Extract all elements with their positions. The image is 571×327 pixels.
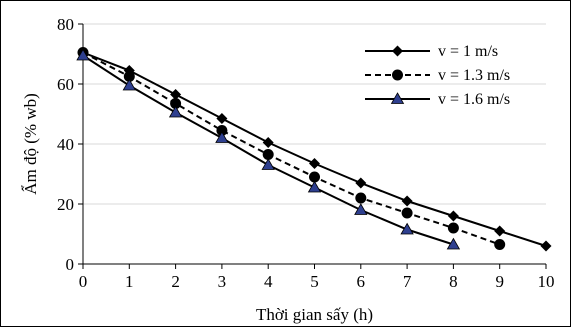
x-tick-label: 10 (538, 272, 555, 291)
legend-label: v = 1.3 m/s (438, 67, 510, 84)
data-point (494, 225, 506, 237)
legend-item-1: v = 1 m/s (365, 43, 498, 60)
legend-item-2: v = 1.3 m/s (365, 67, 510, 84)
data-point (123, 71, 135, 82)
data-point (215, 131, 229, 143)
x-tick-label: 4 (264, 272, 273, 291)
y-tick-label: 80 (57, 15, 74, 34)
legend-item-3: v = 1.6 m/s (365, 91, 510, 108)
x-tick-label: 8 (449, 272, 458, 291)
gridlines (83, 23, 546, 205)
y-tick-label: 0 (66, 255, 75, 274)
x-tick-label: 3 (218, 272, 227, 291)
y-tick-label: 40 (57, 135, 74, 154)
axes: 0 1 2 3 4 5 6 7 8 9 10 0 20 40 60 80 (57, 15, 555, 291)
legend-marker (392, 45, 403, 57)
data-point (494, 239, 506, 250)
data-point (216, 113, 228, 124)
legend-label: v = 1.6 m/s (438, 91, 510, 108)
data-point (447, 210, 459, 222)
data-point (309, 158, 320, 169)
data-point (355, 177, 367, 189)
x-tick-label: 0 (79, 272, 88, 291)
data-point (122, 78, 136, 91)
x-tick-label: 7 (403, 272, 412, 291)
y-tick-label: 20 (57, 195, 74, 214)
x-tick-label: 9 (495, 272, 504, 291)
data-point (309, 171, 320, 183)
data-point (261, 158, 275, 170)
data-point (170, 89, 182, 100)
legend-label: v = 1 m/s (438, 43, 498, 60)
legend: v = 1 m/s v = 1.3 m/s v = 1.6 m/s (365, 43, 510, 108)
data-point (401, 207, 413, 219)
series-group (76, 47, 552, 252)
data-point (401, 195, 413, 207)
legend-marker (392, 69, 403, 81)
data-point (262, 137, 274, 148)
y-axis-title: Ẩm độ (% wb) (21, 93, 40, 195)
data-point (216, 125, 228, 136)
legend-marker (390, 92, 405, 104)
data-point (446, 237, 461, 250)
data-point (355, 192, 367, 204)
data-point (76, 48, 90, 61)
data-point (354, 203, 368, 215)
x-tick-label: 2 (171, 272, 180, 291)
series-2 (77, 47, 506, 250)
x-tick-label: 6 (357, 272, 366, 291)
data-point (447, 222, 459, 234)
y-tick-label: 60 (57, 75, 74, 94)
data-point (540, 240, 552, 252)
series-3 (76, 48, 461, 250)
data-point (400, 222, 414, 235)
x-axis-title: Thời gian sấy (h) (256, 305, 373, 324)
data-point (168, 105, 183, 118)
data-point (170, 98, 182, 109)
x-tick-label: 5 (310, 272, 319, 291)
data-point (262, 149, 274, 160)
data-point (307, 180, 322, 193)
x-tick-label: 1 (125, 272, 134, 291)
